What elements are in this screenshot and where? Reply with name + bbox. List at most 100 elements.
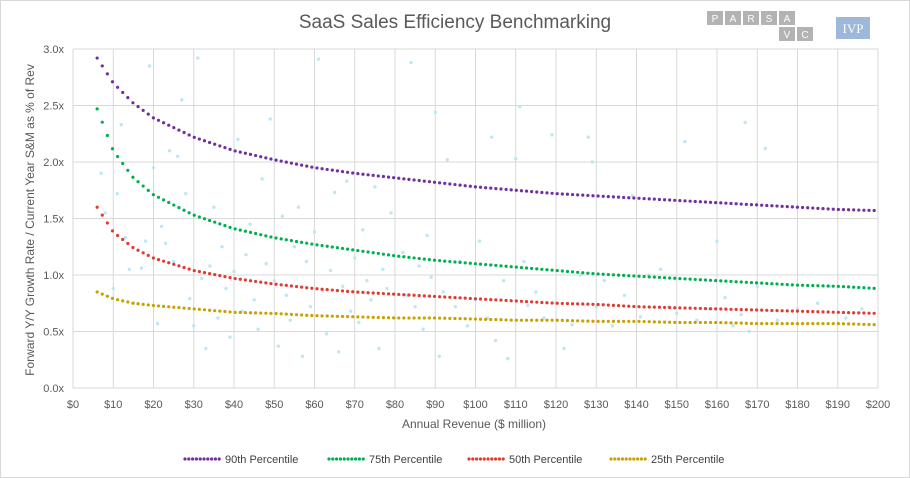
scatter-point [610,324,615,328]
series-dot [698,306,702,311]
series-dot [213,220,217,224]
series-dot [402,177,406,181]
series-dot [540,267,544,271]
series-dot [724,307,728,311]
scatter-point [683,139,687,144]
series-dot [790,205,794,209]
scatter-point [204,346,208,351]
series-dot [427,294,432,298]
series-dot [698,278,702,282]
series-dot [259,280,263,284]
series-dot [499,298,503,302]
scatter-point [441,290,445,294]
series-dot [601,194,605,198]
series-dot [294,284,299,289]
series-dot [688,199,692,203]
series-dot [458,183,462,187]
series-dot [443,316,447,320]
series-dot [192,307,196,311]
series-dot [187,306,191,311]
y-tick-label: 0.5x [43,327,64,339]
legend-marker-dot [609,457,613,461]
series-dot [121,90,125,95]
scatter-point [163,241,168,246]
scatter-point [264,262,268,266]
series-dot [806,283,810,288]
series-dot [540,300,544,305]
series-dot [105,221,109,225]
series-dot [438,316,442,320]
scatter-point [429,275,433,279]
series-dot [622,273,626,278]
logo-tile [779,27,795,41]
series-dot [688,320,692,325]
series-dot [243,278,247,282]
series-dot [857,285,861,290]
series-dot [233,310,237,314]
legend-marker-dot [632,457,636,461]
series-dot [780,282,784,286]
series-dot [218,274,222,278]
series-dot [351,248,355,252]
scatter-point [695,318,699,322]
series-dot [361,249,365,253]
series-dot [162,198,166,202]
scatter-point [763,146,767,151]
series-dot [606,319,610,323]
series-dot [867,311,871,315]
x-tick-label: $10 [104,399,122,411]
grid-layer [72,48,879,389]
scatter-point [349,309,353,313]
scatter-point [477,239,482,243]
logo-tile [761,11,777,25]
scatter-layer [99,56,864,361]
series-dot [729,307,733,311]
series-dot [596,319,600,323]
series-dot [836,207,840,212]
series-dot [591,302,595,306]
legend-marker-dot [494,457,498,461]
series-dot [126,168,130,172]
x-tick-label: $150 [665,399,689,411]
series-dot [167,200,171,205]
series-dot [443,259,447,263]
scatter-point [328,268,333,273]
series-dot [366,291,370,295]
series-dot [325,288,329,292]
series-dot [565,318,570,323]
series-dot [105,294,109,298]
series-dot [519,299,524,303]
series-dot [233,227,237,231]
series-dot [115,233,120,238]
series-dot [535,318,539,322]
scatter-point [292,245,297,249]
series-dot [739,280,743,284]
series-dot [550,318,554,322]
scatter-point [401,250,405,255]
series-dot [867,322,871,327]
series-dot [294,239,299,244]
series-dot [785,309,789,313]
series-dot [519,189,524,193]
scatter-point [200,276,204,281]
series-dot [243,151,247,155]
series-dot [693,199,697,204]
scatter-point [747,329,751,334]
series-dot [320,314,324,318]
series-dot [335,314,340,318]
series-dot [821,207,825,211]
series-dot [744,280,748,284]
series-dot [611,273,616,277]
series-dot [310,165,314,169]
legend-marker-dot [613,457,617,461]
series-dot [468,296,472,301]
series-dot [310,242,314,246]
series-dot [448,295,452,299]
legend-item: 75th Percentile [327,454,442,466]
series-dot [448,316,452,320]
series-dot [254,231,258,236]
series-dot [202,139,207,143]
series-dot [289,238,293,243]
legend-marker-dot [475,457,479,461]
series-dot [857,322,861,326]
